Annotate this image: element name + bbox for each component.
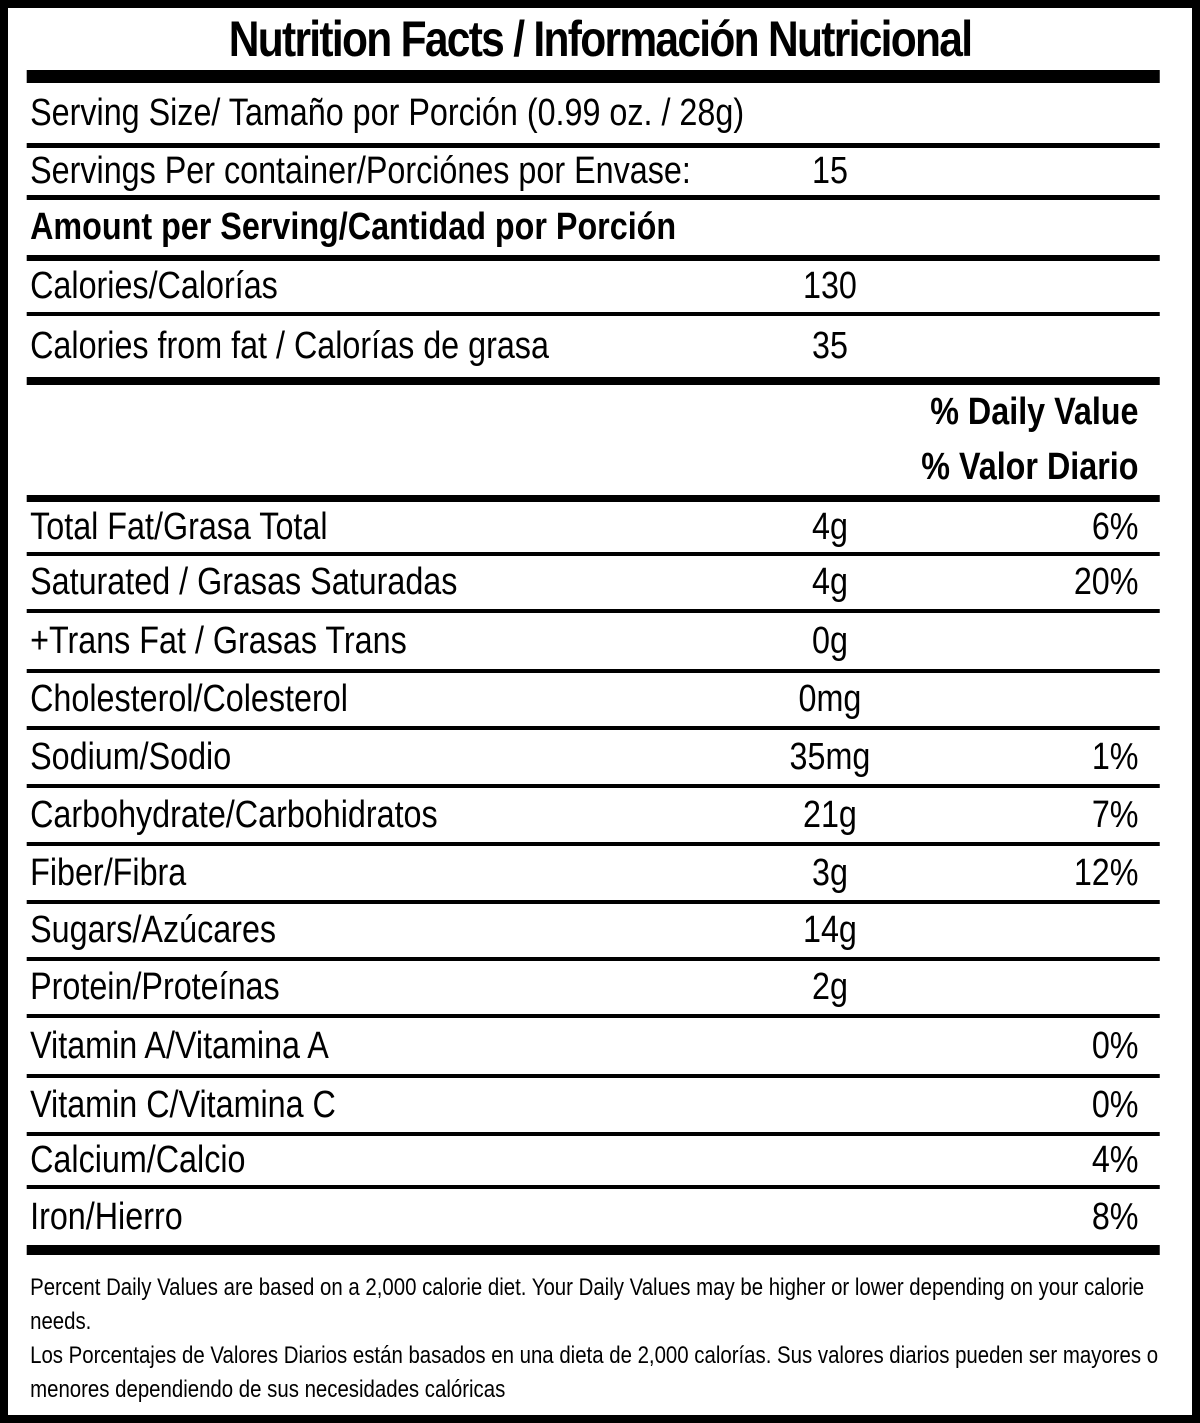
- row-daily-value: 20%: [1073, 561, 1139, 603]
- row-vitamin-c: Vitamin C/Vitamina C 0%: [26, 1078, 1160, 1136]
- footnote: Percent Daily Values are based on a 2,00…: [27, 1255, 1160, 1407]
- row-label: Vitamin A/Vitamina A: [30, 1024, 329, 1067]
- label-content: Nutrition Facts / Información Nutriciona…: [8, 8, 1192, 1407]
- row-label: Calories/Calorías: [30, 265, 278, 307]
- row-daily-value: 1%: [1091, 735, 1139, 778]
- row-sodium: Sodium/Sodio 35mg 1%: [26, 730, 1160, 788]
- row-label: Iron/Hierro: [30, 1195, 183, 1238]
- row-label: Total Fat/Grasa Total: [30, 505, 328, 548]
- row-calcium: Calcium/Calcio 4%: [26, 1136, 1160, 1189]
- row-amount: 15: [811, 150, 848, 192]
- row-sugars: Sugars/Azúcares 14g: [26, 904, 1160, 961]
- row-amount: 130: [803, 265, 857, 307]
- row-amount: 2g: [811, 966, 848, 1008]
- row-carbohydrate: Carbohydrate/Carbohidratos 21g 7%: [26, 788, 1160, 846]
- row-daily-value: 8%: [1091, 1195, 1139, 1238]
- row-label: Protein/Proteínas: [30, 966, 280, 1008]
- row-amount: 0g: [811, 619, 848, 662]
- row-fiber: Fiber/Fibra 3g 12%: [26, 846, 1160, 904]
- row-daily-value: 0%: [1091, 1024, 1139, 1067]
- row-calories-from-fat: Calories from fat / Calorías de grasa 35: [26, 316, 1160, 385]
- row-label: Sodium/Sodio: [30, 735, 232, 778]
- row-total-fat: Total Fat/Grasa Total 4g 6%: [26, 502, 1160, 556]
- row-daily-value: 4%: [1091, 1139, 1139, 1181]
- title-divider-bar: [26, 70, 1160, 83]
- row-label: Fiber/Fibra: [30, 851, 187, 894]
- row-label: Servings Per container/Porciónes por Env…: [30, 150, 691, 192]
- section-header-label: Amount per Serving/Cantidad por Porción: [30, 206, 677, 248]
- row-daily-value: 12%: [1073, 851, 1139, 894]
- row-saturated-fat: Saturated / Grasas Saturadas 4g 20%: [26, 556, 1160, 613]
- row-protein: Protein/Proteínas 2g: [26, 961, 1160, 1018]
- row-servings-per-container: Servings Per container/Porciónes por Env…: [26, 148, 1160, 200]
- row-calories: Calories/Calorías 130: [26, 261, 1160, 316]
- row-iron: Iron/Hierro 8%: [27, 1189, 1160, 1245]
- row-label: Calcium/Calcio: [30, 1139, 246, 1181]
- row-amount: 14g: [803, 909, 857, 951]
- row-label: Sugars/Azúcares: [30, 909, 277, 951]
- row-daily-value: 6%: [1091, 505, 1139, 548]
- row-daily-value: 0%: [1091, 1083, 1139, 1126]
- row-serving-size: Serving Size/ Tamaño por Porción (0.99 o…: [26, 83, 1160, 148]
- daily-value-header-es: % Valor Diario: [921, 446, 1139, 488]
- row-cholesterol: Cholesterol/Colesterol 0mg: [26, 673, 1160, 730]
- row-label: +Trans Fat / Grasas Trans: [30, 619, 407, 662]
- daily-value-header: % Daily Value % Valor Diario: [26, 385, 1160, 502]
- row-label: Cholesterol/Colesterol: [30, 678, 348, 720]
- row-label: Calories from fat / Calorías de grasa: [30, 325, 549, 367]
- row-label: Saturated / Grasas Saturadas: [30, 561, 458, 603]
- row-amount: 4g: [811, 561, 848, 603]
- row-label: Serving Size/ Tamaño por Porción (0.99 o…: [30, 91, 745, 134]
- row-amount: 3g: [811, 851, 848, 894]
- nutrition-table: Serving Size/ Tamaño por Porción (0.99 o…: [26, 83, 1160, 1245]
- row-amount: 35: [811, 325, 848, 367]
- row-vitamin-a: Vitamin A/Vitamina A 0%: [26, 1018, 1160, 1078]
- row-amount: 0mg: [798, 678, 862, 720]
- daily-value-header-en: % Daily Value: [930, 391, 1139, 433]
- footnote-spanish: Los Porcentajes de Valores Diarios están…: [30, 1342, 1159, 1403]
- row-label: Vitamin C/Vitamina C: [30, 1083, 336, 1126]
- row-amount: 21g: [803, 793, 857, 836]
- footnote-english: Percent Daily Values are based on a 2,00…: [30, 1274, 1145, 1335]
- footnote-divider-bar: [26, 1245, 1160, 1255]
- row-amount: 4g: [811, 505, 848, 548]
- row-daily-value: 7%: [1091, 793, 1139, 836]
- label-title: Nutrition Facts / Información Nutriciona…: [228, 11, 973, 67]
- row-trans-fat: +Trans Fat / Grasas Trans 0g: [26, 613, 1160, 673]
- row-label: Carbohydrate/Carbohidratos: [30, 793, 438, 836]
- row-amount-per-serving-header: Amount per Serving/Cantidad por Porción: [26, 200, 1160, 261]
- row-amount: 35mg: [789, 735, 871, 778]
